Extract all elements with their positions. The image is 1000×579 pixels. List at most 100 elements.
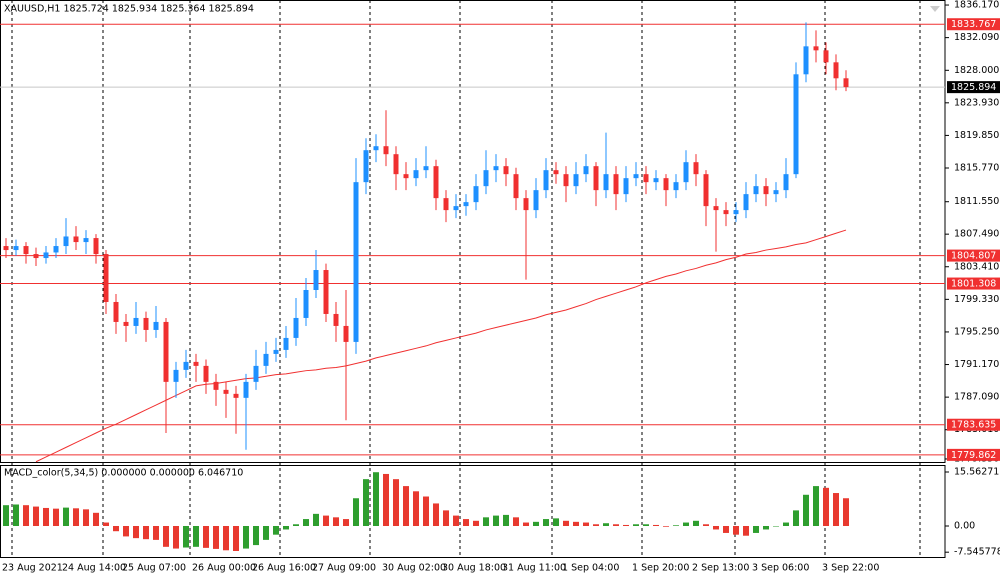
y-tick-label: 0.00 bbox=[954, 521, 975, 532]
collapse-icon[interactable] bbox=[930, 6, 940, 12]
candle-body bbox=[303, 289, 309, 318]
candle-body bbox=[193, 361, 199, 366]
candle-body bbox=[603, 174, 609, 191]
histogram-bar bbox=[483, 517, 489, 527]
x-tick-label: 26 Aug 16:00 bbox=[252, 563, 316, 574]
histogram-bar bbox=[833, 493, 839, 527]
candle-body bbox=[823, 50, 829, 63]
candle-body bbox=[353, 182, 359, 342]
candle-body bbox=[833, 62, 839, 79]
candle-body bbox=[43, 252, 49, 259]
histogram-bar bbox=[493, 515, 499, 527]
candle-body bbox=[623, 178, 629, 195]
histogram-bar bbox=[773, 526, 779, 527]
histogram-bar bbox=[443, 510, 449, 527]
y-tick-label: 1819.850 bbox=[954, 130, 999, 141]
candle-body bbox=[383, 146, 389, 155]
histogram-bar bbox=[373, 472, 379, 527]
histogram-bar bbox=[333, 517, 339, 527]
candle-body bbox=[473, 186, 479, 203]
candle-body bbox=[533, 190, 539, 211]
candle-body bbox=[593, 166, 599, 191]
histogram-bar bbox=[683, 522, 689, 527]
candle-body bbox=[783, 174, 789, 191]
histogram-bar bbox=[523, 522, 529, 527]
candle-body bbox=[163, 321, 169, 382]
histogram-bar bbox=[283, 526, 289, 530]
level-label-box bbox=[947, 18, 1000, 31]
candle-body bbox=[523, 198, 529, 211]
candle-body bbox=[563, 174, 569, 187]
candle-body bbox=[73, 236, 79, 243]
candle-body bbox=[653, 178, 659, 183]
histogram-bar bbox=[173, 526, 179, 549]
candle-body bbox=[243, 381, 249, 398]
candle-body bbox=[683, 162, 689, 183]
histogram-bar bbox=[273, 526, 279, 535]
candle-body bbox=[583, 166, 589, 175]
histogram-bar bbox=[243, 526, 249, 549]
y-tick-label: 1823.930 bbox=[954, 97, 999, 108]
candle-body bbox=[143, 317, 149, 330]
histogram-bar bbox=[223, 526, 229, 551]
histogram-bar bbox=[203, 526, 209, 548]
histogram-bar bbox=[633, 524, 639, 527]
candle-body bbox=[543, 170, 549, 191]
histogram-bar bbox=[413, 491, 419, 527]
histogram-bar bbox=[453, 515, 459, 527]
histogram-bar bbox=[473, 520, 479, 527]
candle-body bbox=[673, 182, 679, 191]
y-tick-label: 1811.550 bbox=[954, 196, 999, 207]
histogram-bar bbox=[753, 526, 759, 533]
candle-body bbox=[373, 146, 379, 151]
y-tick-label: 1803.410 bbox=[954, 261, 999, 272]
candle-body bbox=[643, 174, 649, 183]
candle-body bbox=[3, 246, 9, 251]
y-tick-label: 1828.000 bbox=[954, 65, 999, 76]
histogram-bar bbox=[793, 510, 799, 527]
candle-body bbox=[443, 198, 449, 211]
y-tick-label: 1791.170 bbox=[954, 359, 999, 370]
candle-body bbox=[573, 174, 579, 187]
histogram-bar bbox=[563, 520, 569, 527]
histogram-bar bbox=[123, 526, 129, 537]
histogram-bar bbox=[293, 524, 299, 527]
x-tick-label: 30 Aug 02:00 bbox=[382, 563, 446, 574]
x-tick-label: 26 Aug 00:00 bbox=[192, 563, 256, 574]
level-label: 1804.807 bbox=[951, 251, 996, 262]
histogram-bar bbox=[463, 519, 469, 527]
candle-body bbox=[313, 270, 319, 290]
histogram-bar bbox=[593, 524, 599, 527]
histogram-bar bbox=[313, 513, 319, 527]
candle-body bbox=[743, 194, 749, 211]
histogram-bar bbox=[393, 479, 399, 527]
level-label-box bbox=[947, 249, 1000, 262]
histogram-bar bbox=[73, 508, 79, 527]
histogram-bar bbox=[673, 525, 679, 527]
candle-body bbox=[663, 178, 669, 191]
candle-body bbox=[613, 174, 619, 195]
candle-body bbox=[13, 246, 19, 251]
histogram-bar bbox=[383, 473, 389, 527]
candle-body bbox=[733, 210, 739, 215]
level-label-box bbox=[947, 277, 1000, 290]
histogram-bar bbox=[83, 509, 89, 527]
histogram-bar bbox=[163, 526, 169, 547]
histogram-bar bbox=[53, 508, 59, 527]
histogram-bar bbox=[183, 526, 189, 548]
y-tick-label: 1836.170 bbox=[954, 0, 999, 11]
histogram-bar bbox=[603, 523, 609, 527]
candle-body bbox=[693, 162, 699, 175]
histogram-bar bbox=[803, 494, 809, 527]
histogram-bar bbox=[403, 486, 409, 527]
candle-body bbox=[843, 78, 849, 88]
y-tick-label: 1795.250 bbox=[954, 326, 999, 337]
histogram-bar bbox=[193, 526, 199, 547]
x-tick-label: 30 Aug 18:00 bbox=[442, 563, 506, 574]
candle-body bbox=[433, 166, 439, 199]
level-label: 1779.862 bbox=[951, 450, 996, 461]
candle-body bbox=[23, 246, 29, 255]
histogram-bar bbox=[13, 504, 19, 527]
candle-body bbox=[763, 186, 769, 195]
histogram-bar bbox=[143, 526, 149, 540]
